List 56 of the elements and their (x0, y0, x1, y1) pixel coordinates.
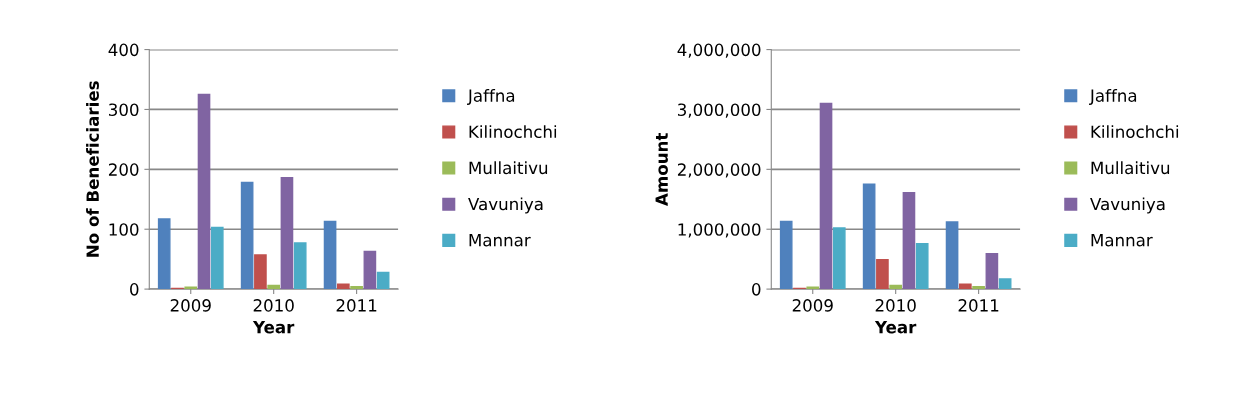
bar (157, 218, 171, 290)
bar (998, 278, 1012, 290)
bar (323, 220, 337, 290)
y-tick-label: 300 (109, 103, 139, 117)
bar (293, 242, 307, 290)
legend-label: Mullaitivu (1091, 161, 1170, 175)
legend-label: Mannar (1091, 234, 1153, 247)
bar (197, 93, 211, 290)
legend-label: Mannar (469, 234, 531, 247)
bar (254, 254, 267, 290)
y-tick-label: 1,000,000 (678, 223, 761, 238)
x-tick-label: 2011 (336, 299, 377, 312)
bar (876, 259, 889, 290)
legend-label: Vavuniya (1090, 197, 1165, 214)
bar (832, 227, 846, 290)
bar (267, 284, 281, 290)
legend-label: Kilinochchi (469, 125, 557, 139)
y-axis-title: Amount (655, 133, 668, 206)
bar (959, 283, 972, 290)
x-axis-title: Year (874, 321, 917, 334)
y-tick-label: 3,000,000 (678, 103, 761, 118)
x-axis-title: Year (252, 321, 295, 334)
y-tick-label: 400 (108, 43, 139, 57)
legend-label: Kilinochchi (1091, 125, 1179, 139)
bar (972, 286, 985, 290)
y-tick-label: 2,000,000 (677, 163, 761, 178)
bar (779, 220, 793, 290)
legend-label: Jaffna (467, 89, 515, 105)
y-tick-label: 4,000,000 (677, 43, 761, 58)
x-tick-label: 2010 (875, 299, 916, 312)
bar (985, 253, 999, 290)
y-tick-label: 0 (130, 283, 139, 296)
legend-label: Mullaitivu (469, 161, 548, 175)
bar (889, 284, 903, 290)
x-tick-label: 2010 (253, 299, 294, 312)
x-tick-label: 2009 (170, 299, 211, 312)
bar (363, 250, 377, 290)
bar (376, 271, 390, 290)
x-tick-label: 2009 (792, 299, 833, 312)
bar (337, 283, 350, 290)
bar (819, 102, 833, 290)
bar (350, 286, 363, 290)
y-tick-label: 0 (752, 283, 761, 296)
bar (280, 177, 294, 290)
bar (902, 191, 916, 290)
bar (945, 221, 959, 290)
y-tick-label: 200 (108, 163, 139, 176)
bar (210, 226, 224, 290)
x-tick-label: 2011 (958, 299, 999, 312)
bar (915, 242, 929, 290)
y-tick-label: 100 (109, 223, 139, 236)
legend-label: Jaffna (1089, 89, 1137, 105)
legend-label: Vavuniya (468, 197, 543, 214)
y-axis-title: No of Beneficiaries (86, 81, 99, 257)
bar (240, 181, 254, 290)
bar (862, 183, 876, 290)
